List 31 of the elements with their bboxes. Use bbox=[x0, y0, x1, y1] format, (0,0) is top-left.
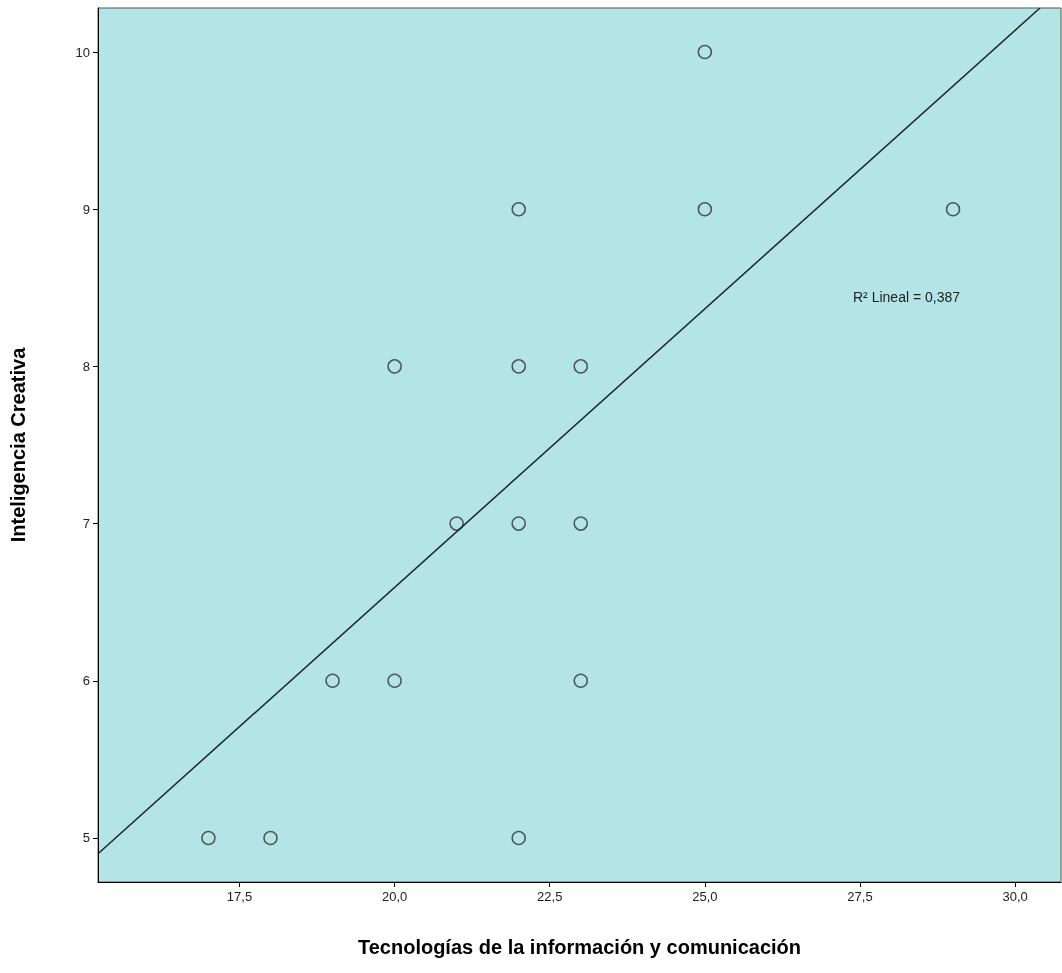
y-tick-label: 7 bbox=[82, 516, 90, 532]
annotation: R² Lineal = 0,387 bbox=[853, 289, 961, 305]
y-tick-label: 6 bbox=[82, 673, 90, 689]
point bbox=[387, 359, 402, 374]
point bbox=[511, 830, 526, 846]
point bbox=[697, 44, 713, 60]
point bbox=[387, 673, 402, 689]
point bbox=[573, 673, 588, 689]
x-tick-label: 22,5 bbox=[537, 889, 563, 904]
point bbox=[573, 516, 588, 531]
point bbox=[325, 673, 340, 689]
point bbox=[573, 359, 588, 374]
point bbox=[201, 830, 216, 846]
point bbox=[511, 516, 526, 531]
y-tick-label: 5 bbox=[82, 830, 90, 846]
point bbox=[697, 201, 713, 217]
x-tick-label: 30,0 bbox=[1002, 889, 1028, 904]
point bbox=[945, 201, 961, 217]
y-tick-label: 9 bbox=[82, 201, 90, 217]
point bbox=[511, 201, 526, 217]
y-tick-label: 10 bbox=[75, 44, 90, 60]
x-tick-label: 20,0 bbox=[381, 889, 408, 904]
y-axis-title: Inteligencia Creativa bbox=[7, 346, 29, 543]
point bbox=[511, 359, 526, 374]
point bbox=[263, 830, 278, 846]
x-tick-label: 27,5 bbox=[847, 889, 873, 904]
x-tick-label: 17,5 bbox=[226, 889, 253, 904]
x-axis-title: Tecnologías de la información y comunicación bbox=[357, 936, 802, 958]
point bbox=[449, 516, 464, 531]
y-tick-label: 8 bbox=[82, 358, 90, 374]
x-tick-label: 25,0 bbox=[692, 889, 718, 904]
